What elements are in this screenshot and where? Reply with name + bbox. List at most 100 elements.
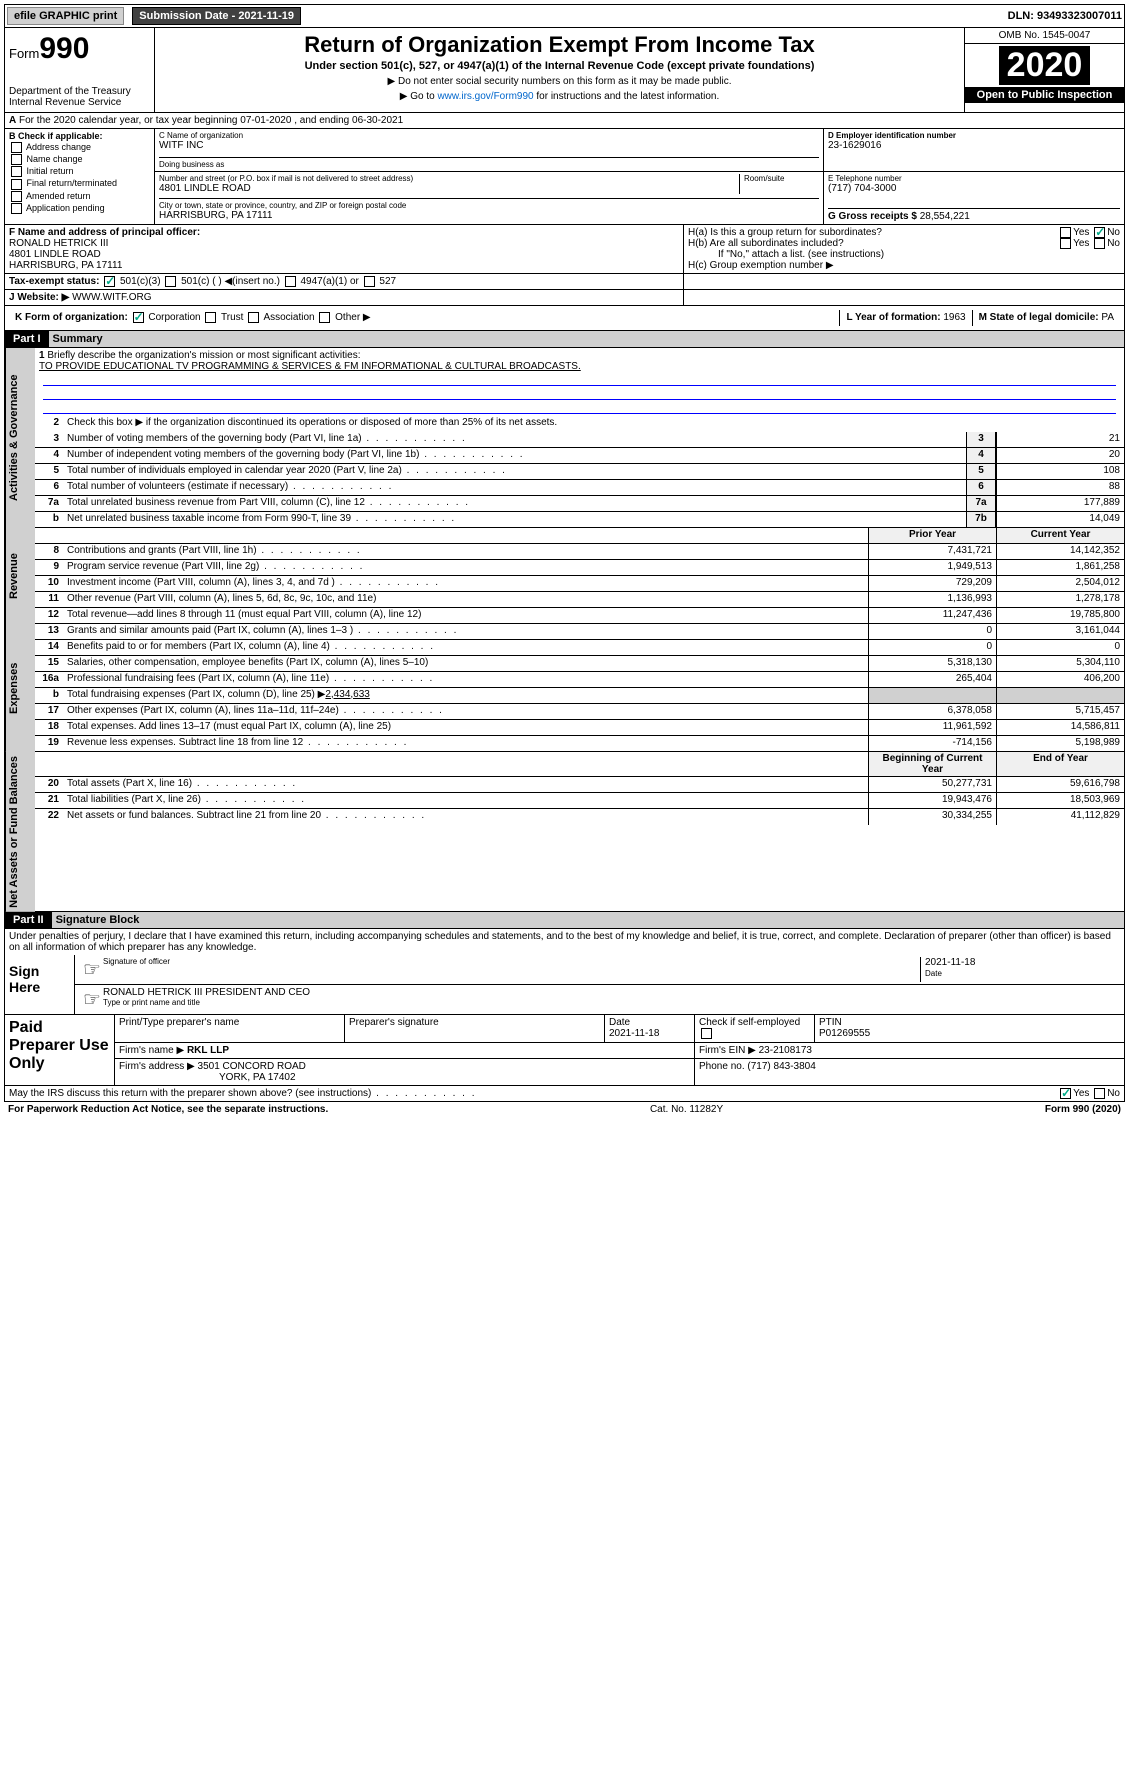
section-b: B Check if applicable: Address change Na… — [5, 129, 155, 224]
cb-initial-return[interactable] — [11, 166, 22, 177]
form-id-block: Form990 Department of the Treasury Inter… — [5, 28, 155, 112]
website-link[interactable]: WWW.WITF.ORG — [72, 292, 151, 303]
cb-hb-yes[interactable] — [1060, 238, 1071, 249]
side-activities-governance: Activities & Governance — [5, 348, 35, 528]
sign-here-label: Sign Here — [5, 955, 75, 1014]
side-net-assets: Net Assets or Fund Balances — [5, 752, 35, 912]
line12: Total revenue—add lines 8 through 11 (mu… — [63, 608, 868, 623]
cat-number: Cat. No. 11282Y — [328, 1104, 1045, 1115]
top-toolbar: efile GRAPHIC print Submission Date - 20… — [4, 4, 1125, 28]
cb-address-change[interactable] — [11, 142, 22, 153]
line3: Number of voting members of the governin… — [63, 432, 966, 447]
cb-app-pending[interactable] — [11, 203, 22, 214]
val4: 20 — [996, 448, 1124, 463]
cb-name-change[interactable] — [11, 154, 22, 165]
form-note1: ▶ Do not enter social security numbers o… — [163, 76, 956, 87]
omb-number: OMB No. 1545-0047 — [965, 28, 1124, 44]
officer-name-title: RONALD HETRICK III PRESIDENT AND CEO — [103, 987, 1116, 998]
hdr-end: End of Year — [996, 752, 1124, 776]
dept-treasury: Department of the Treasury Internal Reve… — [9, 86, 150, 108]
submission-date-button[interactable]: Submission Date - 2021-11-19 — [132, 7, 301, 25]
gross-receipts-label: G Gross receipts $ — [828, 211, 917, 222]
line10: Investment income (Part VIII, column (A)… — [63, 576, 868, 591]
form-title: Return of Organization Exempt From Incom… — [163, 32, 956, 58]
line16b: Total fundraising expenses (Part IX, col… — [63, 688, 868, 703]
section-j: J Website: ▶ WWW.WITF.ORG — [5, 290, 684, 305]
line5: Total number of individuals employed in … — [63, 464, 966, 479]
val3: 21 — [996, 432, 1124, 447]
hdr-prior: Prior Year — [868, 528, 996, 543]
tax-year: 2020 — [999, 46, 1091, 85]
paperwork-notice: For Paperwork Reduction Act Notice, see … — [8, 1104, 328, 1115]
cb-other[interactable] — [319, 312, 330, 323]
cb-ha-no[interactable] — [1094, 227, 1105, 238]
ein-value: 23-1629016 — [828, 140, 1120, 151]
part1-title: Summary — [49, 331, 1124, 347]
section-hc — [684, 274, 1124, 289]
prep-date-hdr: Date2021-11-18 — [605, 1015, 695, 1041]
efile-button[interactable]: efile GRAPHIC print — [7, 7, 124, 25]
irs-link[interactable]: www.irs.gov/Form990 — [437, 91, 533, 102]
prep-sig-hdr: Preparer's signature — [345, 1015, 605, 1041]
cb-hb-no[interactable] — [1094, 238, 1105, 249]
firm-address: Firm's address ▶ 3501 CONCORD ROADYORK, … — [115, 1059, 695, 1085]
cb-501c3[interactable] — [104, 276, 115, 287]
val6: 88 — [996, 480, 1124, 495]
city-state-zip: HARRISBURG, PA 17111 — [159, 210, 819, 221]
cb-501c[interactable] — [165, 276, 176, 287]
firm-name: Firm's name ▶ RKL LLP — [115, 1043, 695, 1058]
val7b: 14,049 — [996, 512, 1124, 527]
line17: Other expenses (Part IX, column (A), lin… — [63, 704, 868, 719]
val5: 108 — [996, 464, 1124, 479]
cb-4947[interactable] — [285, 276, 296, 287]
line16a: Professional fundraising fees (Part IX, … — [63, 672, 868, 687]
cb-527[interactable] — [364, 276, 375, 287]
dln-text: DLN: 93493323007011 — [1008, 10, 1122, 22]
mission-text: TO PROVIDE EDUCATIONAL TV PROGRAMMING & … — [39, 361, 581, 372]
prep-name-hdr: Print/Type preparer's name — [115, 1015, 345, 1041]
phone-value: (717) 704-3000 — [828, 183, 1120, 194]
line13: Grants and similar amounts paid (Part IX… — [63, 624, 868, 639]
prep-selfemp: Check if self-employed — [695, 1015, 815, 1041]
ptin: PTINP01269555 — [815, 1015, 1124, 1041]
line11: Other revenue (Part VIII, column (A), li… — [63, 592, 868, 607]
cb-ha-yes[interactable] — [1060, 227, 1071, 238]
side-expenses: Expenses — [5, 624, 35, 752]
cb-trust[interactable] — [205, 312, 216, 323]
form-title-block: Return of Organization Exempt From Incom… — [155, 28, 964, 112]
ein-label: D Employer identification number — [828, 131, 1120, 140]
dba-label: Doing business as — [159, 157, 819, 169]
section-h: H(a) Is this a group return for subordin… — [684, 225, 1124, 273]
cb-discuss-yes[interactable] — [1060, 1088, 1071, 1099]
firm-ein: Firm's EIN ▶ 23-2108173 — [695, 1043, 1124, 1058]
line14: Benefits paid to or for members (Part IX… — [63, 640, 868, 655]
cb-final-return[interactable] — [11, 179, 22, 190]
section-f: F Name and address of principal officer:… — [5, 225, 684, 273]
firm-phone: Phone no. (717) 843-3804 — [695, 1059, 1124, 1085]
addr-label: Number and street (or P.O. box if mail i… — [159, 174, 739, 183]
cb-corp[interactable] — [133, 312, 144, 323]
side-revenue: Revenue — [5, 528, 35, 624]
line20: Total assets (Part X, line 16) — [63, 777, 868, 792]
cb-discuss-no[interactable] — [1094, 1088, 1105, 1099]
line1-label: Briefly describe the organization's miss… — [47, 350, 360, 361]
inspection-badge: Open to Public Inspection — [965, 87, 1124, 103]
line6: Total number of volunteers (estimate if … — [63, 480, 966, 495]
line2: Check this box ▶ if the organization dis… — [63, 416, 1124, 432]
hdr-current: Current Year — [996, 528, 1124, 543]
part2-header: Part II — [5, 912, 52, 928]
cb-amended[interactable] — [11, 191, 22, 202]
room-label: Room/suite — [744, 174, 819, 183]
paid-preparer-label: Paid Preparer Use Only — [5, 1015, 115, 1084]
line4: Number of independent voting members of … — [63, 448, 966, 463]
org-name-label: C Name of organization — [159, 131, 819, 140]
street-address: 4801 LINDLE ROAD — [159, 183, 739, 194]
section-m: M State of legal domicile: PA — [972, 310, 1120, 325]
line7b: Net unrelated business taxable income fr… — [63, 512, 966, 527]
line7a: Total unrelated business revenue from Pa… — [63, 496, 966, 511]
cb-assoc[interactable] — [248, 312, 259, 323]
cb-self-employed[interactable] — [701, 1028, 712, 1039]
line21: Total liabilities (Part X, line 26) — [63, 793, 868, 808]
perjury-declaration: Under penalties of perjury, I declare th… — [5, 929, 1124, 955]
part2-title: Signature Block — [52, 912, 1124, 928]
